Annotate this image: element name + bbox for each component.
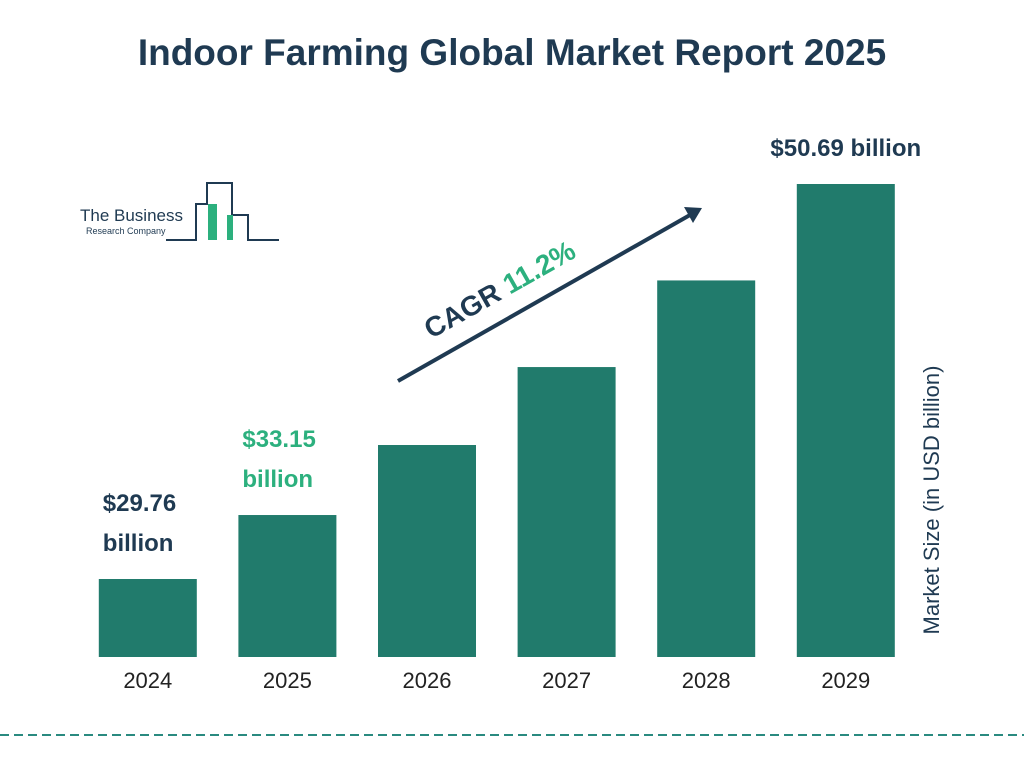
cagr-arrow xyxy=(397,207,702,383)
x-tick-label: 2025 xyxy=(262,668,312,693)
logo-text: The Business xyxy=(80,206,183,225)
x-tick-label: 2024 xyxy=(123,668,173,693)
value-label: $50.69 billion xyxy=(770,135,922,162)
bar xyxy=(98,579,197,657)
bar xyxy=(796,184,895,657)
y-axis-label: Market Size (in USD billion) xyxy=(919,365,944,635)
x-tick-label: 2027 xyxy=(542,668,592,693)
bar xyxy=(517,367,616,657)
x-tick-label: 2026 xyxy=(402,668,452,693)
x-tick-label: 2029 xyxy=(821,668,871,693)
bar xyxy=(238,515,337,657)
chart-title: Indoor Farming Global Market Report 2025 xyxy=(137,32,887,73)
value-label: $29.76 billion xyxy=(102,490,177,557)
logo-graphic xyxy=(166,182,279,241)
logo-text: Research Company xyxy=(86,226,166,236)
value-label: $33.15 billion xyxy=(242,426,316,494)
bar xyxy=(657,280,756,657)
bar xyxy=(378,445,476,657)
x-tick-label: 2028 xyxy=(681,668,731,693)
